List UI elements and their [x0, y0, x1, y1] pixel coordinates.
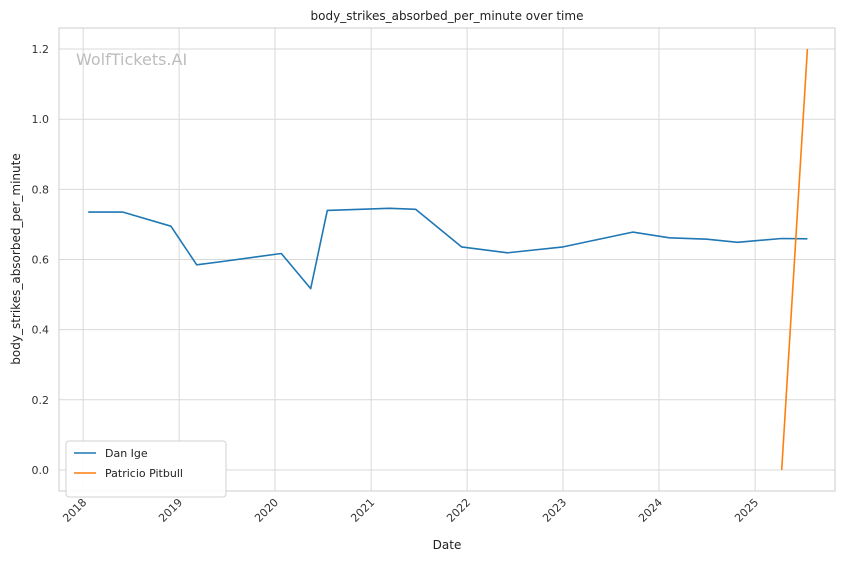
y-tick-label: 1.0: [32, 113, 50, 126]
y-axis-ticks: 0.0 0.2 0.4 0.6 0.8 1.0 1.2: [32, 43, 50, 477]
y-tick-label: 0.2: [32, 394, 50, 407]
plot-frame: [58, 27, 836, 492]
series-layer: [88, 48, 809, 471]
grid-lines: [59, 28, 835, 491]
legend: Dan Ige Patricio Pitbull: [65, 440, 227, 498]
y-tick-label: 0.6: [32, 254, 50, 267]
legend-label: Dan Ige: [105, 447, 148, 460]
series-line-2: [780, 48, 809, 471]
y-tick-label: 0.0: [32, 464, 50, 477]
legend-box: [65, 440, 227, 498]
y-tick-label: 1.2: [32, 43, 50, 56]
y-tick-label: 0.4: [32, 324, 50, 337]
legend-label: Patricio Pitbull: [105, 467, 183, 480]
series-line-1: [88, 207, 808, 290]
watermark: WolfTickets.AI: [76, 50, 187, 69]
chart-title: body_strikes_absorbed_per_minute over ti…: [311, 9, 584, 23]
x-axis-label: Date: [433, 538, 462, 552]
y-tick-label: 0.8: [32, 183, 50, 196]
y-axis-label: body_strikes_absorbed_per_minute: [9, 153, 23, 364]
